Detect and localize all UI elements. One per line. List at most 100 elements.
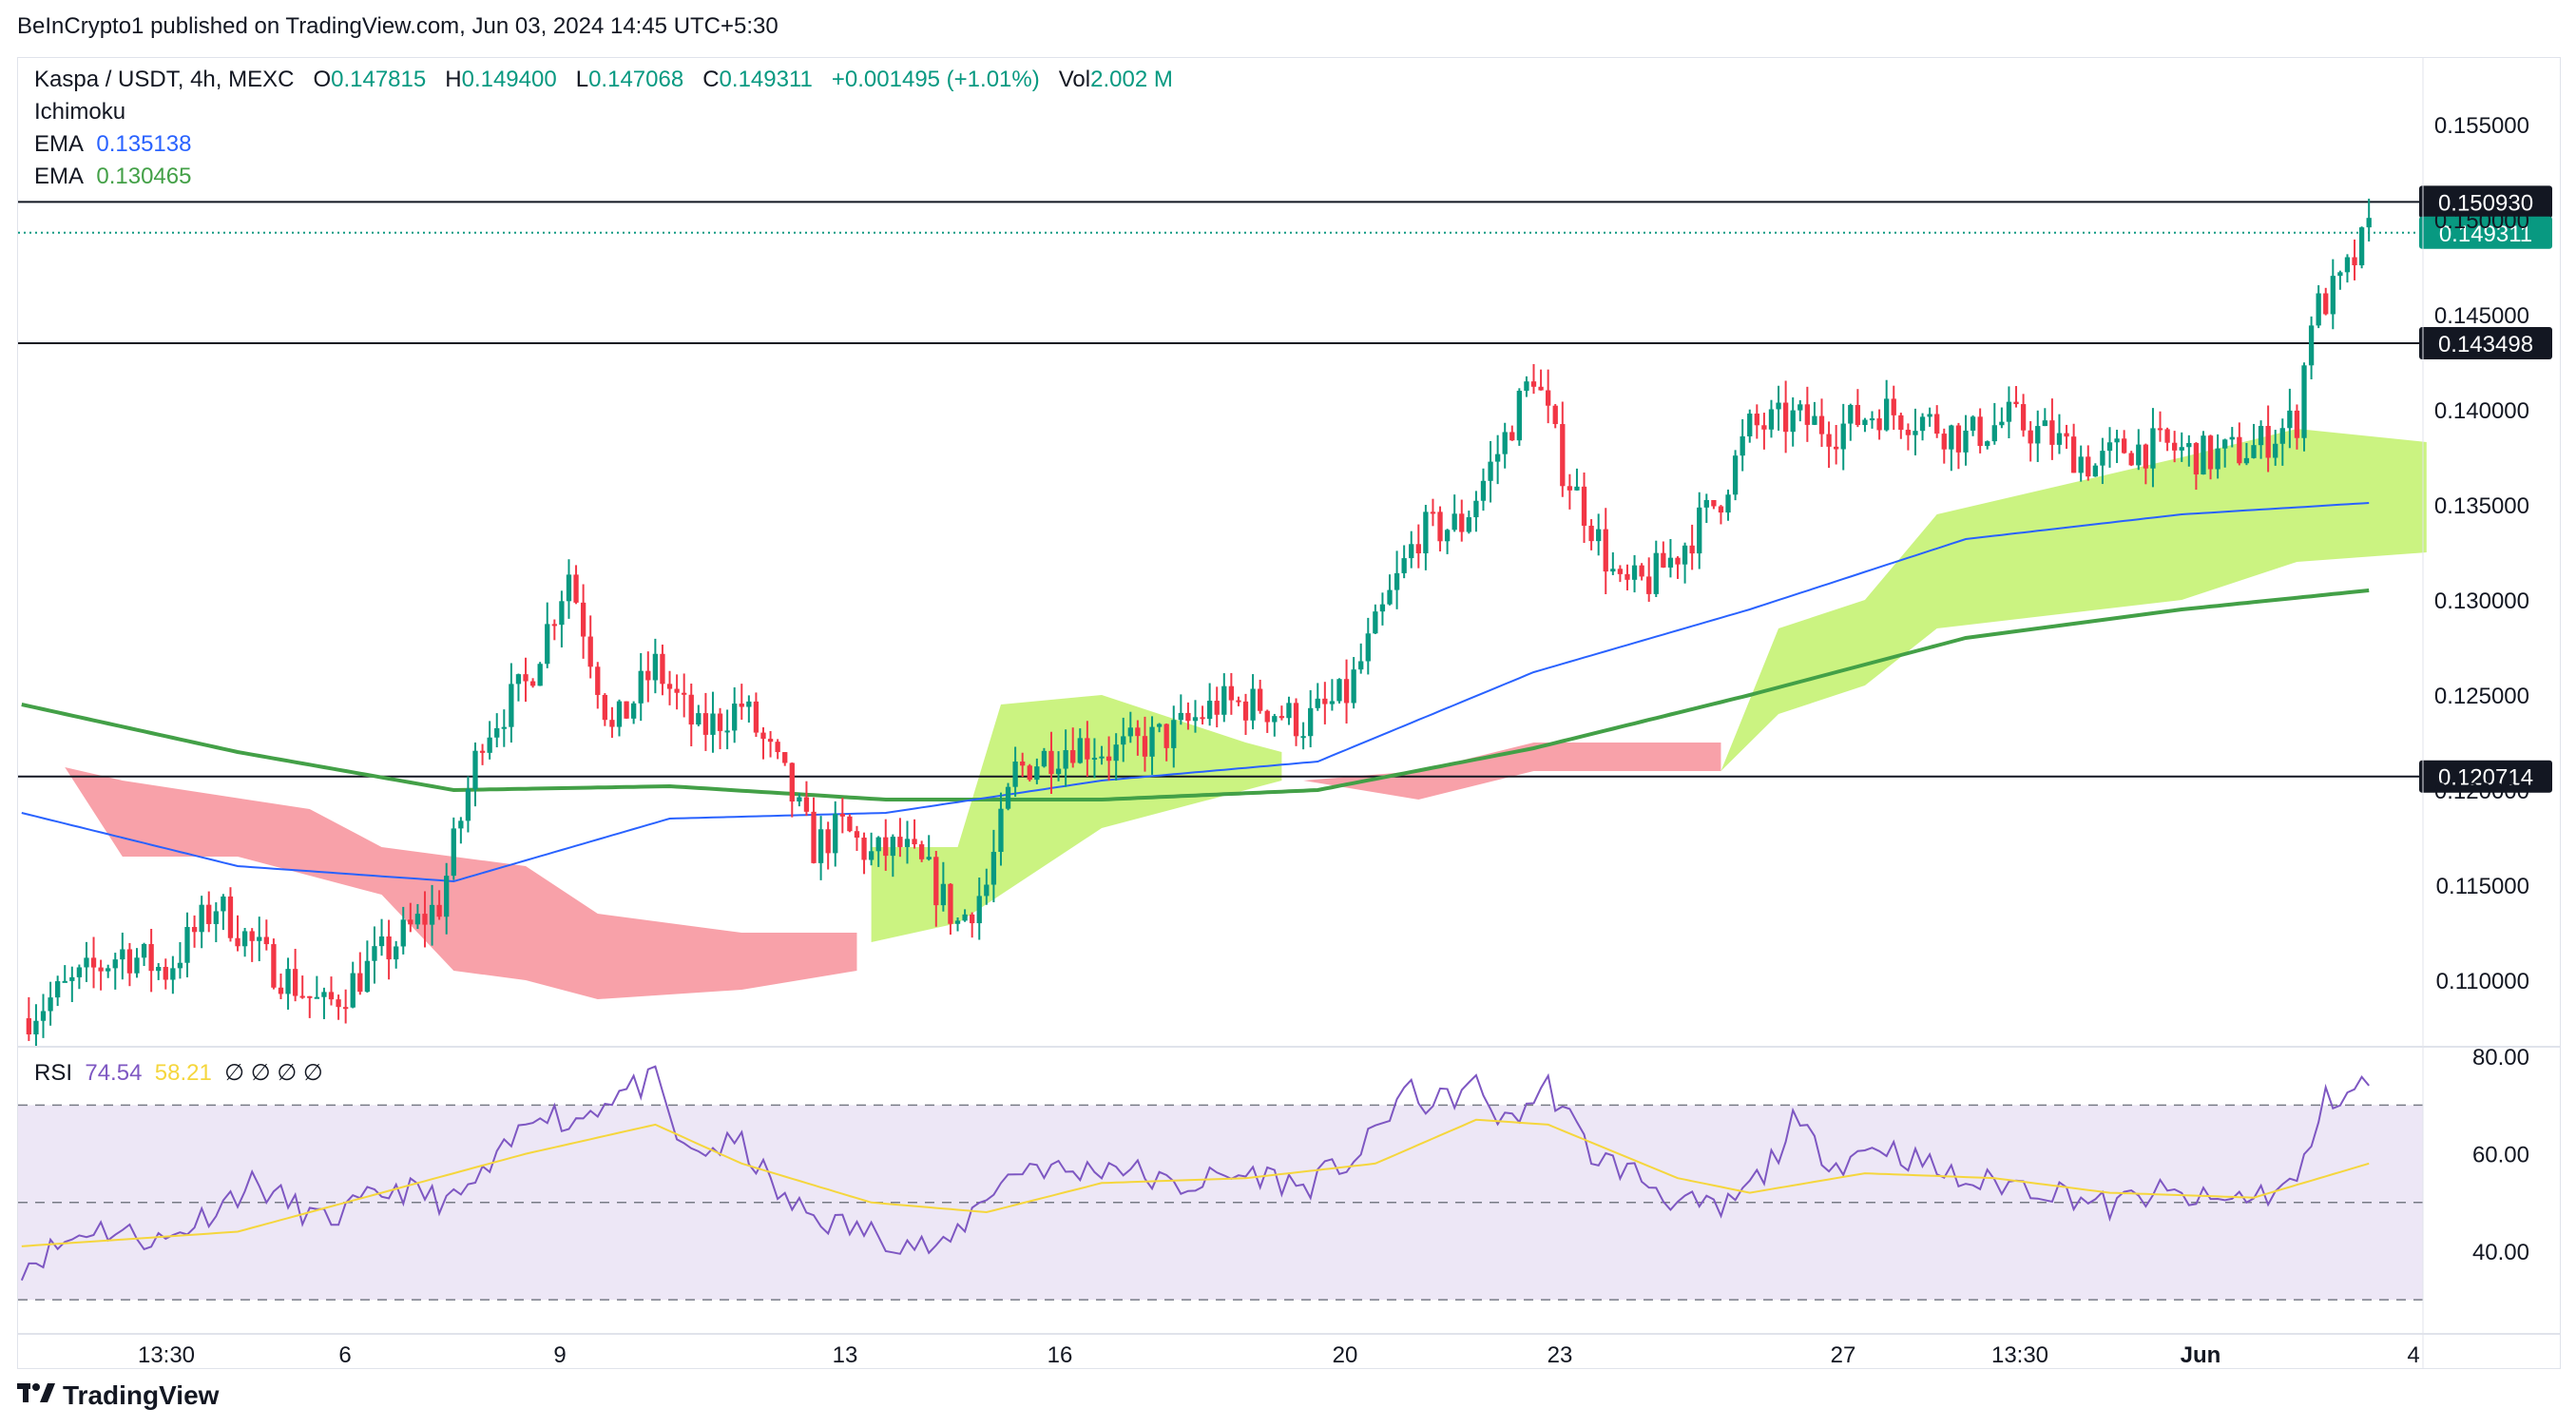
candle-body (1725, 494, 1731, 513)
candle-body (227, 896, 234, 938)
close-label: C (702, 67, 720, 92)
candle-body (263, 936, 269, 945)
candle-body (847, 816, 853, 832)
candle-body (1653, 552, 1659, 594)
candle-body (1977, 416, 1983, 447)
candle-body (328, 992, 335, 1000)
candle-body (803, 797, 810, 812)
candle-body (1509, 432, 1515, 441)
candle-body (1970, 416, 1976, 431)
ichimoku-label[interactable]: Ichimoku (34, 99, 126, 125)
ema-slow-legend[interactable]: EMA 0.130465 (34, 164, 191, 190)
candle-body (76, 967, 83, 977)
candle-body (746, 701, 752, 707)
high-label: H (445, 67, 462, 92)
candle-body (2028, 430, 2033, 444)
candle-body (1768, 409, 1775, 430)
candle-body (1891, 398, 1896, 415)
candle-body (1667, 557, 1674, 568)
candle-body (918, 844, 925, 859)
candle-body (141, 944, 147, 958)
candle-body (1639, 565, 1644, 577)
candle-body (1005, 786, 1011, 809)
ema-fast-value: 0.135138 (96, 131, 192, 157)
candle-body (1949, 425, 1954, 450)
price-tick-0: 0.155000 (2434, 113, 2529, 139)
candle-body (350, 973, 356, 1008)
candle-body (84, 957, 89, 968)
level-box-0 (2419, 185, 2552, 219)
candle-body (630, 703, 637, 719)
candle-body (2366, 218, 2372, 228)
main-chart[interactable]: 0.150930 0.143498 0.120714 0.149311 0.15500… (18, 58, 2560, 1368)
candle-body (148, 944, 154, 972)
candle-body (106, 968, 111, 972)
candle-body (1596, 529, 1602, 542)
candle-body (1099, 756, 1105, 759)
candle-body (2157, 428, 2163, 431)
candle-body (1343, 679, 1350, 704)
candle-body (1473, 500, 1479, 518)
candle-body (2273, 443, 2278, 458)
candle-body (753, 701, 759, 733)
time-tick-0: 13:30 (138, 1342, 195, 1368)
candle-body (1444, 530, 1451, 542)
rsi-legend[interactable]: RSI 74.54 58.21 ∅ ∅ ∅ ∅ (34, 1059, 323, 1087)
candle-body (682, 692, 687, 695)
candle-body (1142, 736, 1148, 757)
time-tick-10: 4 (2407, 1342, 2419, 1368)
candle-body (2056, 433, 2063, 445)
level-box-2 (2419, 760, 2552, 793)
candle-body (1581, 486, 1587, 526)
candle-body (1913, 431, 1918, 435)
candle-body (1862, 419, 1868, 426)
candle-body (1682, 545, 1688, 565)
candle-body (1127, 727, 1133, 737)
candle-body (40, 1011, 47, 1021)
candle-body (429, 904, 435, 925)
candle-body (2114, 438, 2120, 443)
candle-body (1546, 390, 1551, 406)
candle-body (2358, 227, 2365, 266)
candle-body (235, 937, 240, 947)
candle-body (1703, 499, 1709, 508)
price-tick-6: 0.125000 (2434, 684, 2529, 709)
candle-body (717, 713, 723, 731)
time-tick-7: 27 (1831, 1342, 1856, 1368)
tradingview-brand[interactable]: TradingView (17, 1380, 219, 1411)
candle-body (1905, 430, 1912, 435)
candle-body (566, 574, 572, 602)
candle-body (241, 931, 248, 947)
open-value: 0.147815 (331, 67, 427, 92)
cloud-bull-1 (871, 695, 1282, 942)
price-tick-3: 0.140000 (2434, 398, 2529, 424)
candle-body (1697, 507, 1702, 554)
time-tick-2: 9 (553, 1342, 566, 1368)
candle-body (26, 1018, 32, 1034)
candle-body (890, 837, 895, 857)
candle-body (2323, 293, 2329, 315)
candle-body (1855, 404, 1861, 426)
candle-body (357, 973, 363, 993)
chart-frame[interactable]: 0.150930 0.143498 0.120714 0.149311 0.15500… (17, 57, 2561, 1369)
time-tick-6: 23 (1548, 1342, 1573, 1368)
candle-body (372, 946, 377, 961)
candle-body (1840, 423, 1846, 450)
candle-body (55, 981, 61, 998)
candle-body (1624, 573, 1630, 580)
low-label: L (575, 67, 589, 92)
candle-body (739, 704, 744, 707)
rsi-ma-value: 58.21 (154, 1060, 212, 1086)
candle-body (285, 969, 291, 994)
horizontal-levels: 0.150930 0.143498 0.120714 0.149311 (18, 185, 2552, 793)
candle-body (1012, 762, 1018, 787)
candle-body (1387, 589, 1393, 605)
candle-body (652, 653, 659, 681)
candle-body (2078, 456, 2084, 473)
candle-body (897, 837, 903, 847)
level-label-0: 0.150930 (2438, 190, 2533, 216)
candle-body (2143, 444, 2149, 469)
candle-body (839, 813, 845, 817)
candle-body (1250, 688, 1256, 721)
ema-fast-legend[interactable]: EMA 0.135138 (34, 131, 191, 158)
